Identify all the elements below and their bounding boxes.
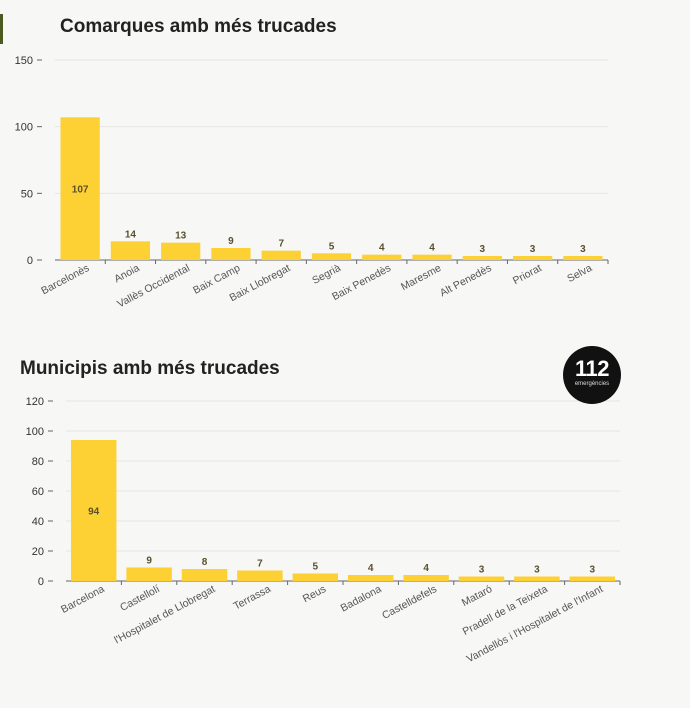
bar [237,570,283,581]
data-label: 7 [257,559,263,570]
y-tick-label: 80 [32,456,44,468]
bar [512,256,553,260]
bar [70,440,117,581]
bar [403,575,449,581]
data-label: 9 [228,236,234,247]
y-tick-label: 50 [21,188,33,200]
y-tick-label: 40 [32,516,44,528]
category-label: l'Hospitalet de Llobregat [112,583,217,646]
bar [569,576,616,581]
bar [181,569,228,581]
bar [292,573,339,581]
left-accent-bar [0,14,3,44]
bar [458,576,505,581]
data-label: 3 [480,244,486,255]
bar [311,253,352,260]
category-label: Reus [301,583,328,605]
category-label: Castellolí [118,583,162,614]
chart-title-comarques: Comarques amb més trucades [60,16,337,37]
y-tick-label: 0 [27,255,33,267]
category-label: Terrassa [231,583,272,613]
category-label: Barcelona [59,583,107,616]
y-tick-label: 100 [26,426,44,438]
bar [563,256,603,260]
bar [261,250,301,260]
data-label: 5 [313,562,319,573]
emergency-112-logo: 112 emergències [563,346,621,404]
bar [362,254,402,260]
y-tick-label: 120 [26,396,44,408]
bar [60,117,100,260]
data-label: 8 [202,557,208,568]
y-tick-label: 100 [15,122,33,134]
bar [514,576,560,581]
data-label: 4 [423,563,429,574]
data-label: 94 [88,507,100,518]
data-label: 107 [72,185,89,196]
data-label: 3 [580,244,586,255]
category-label: Castelldefels [380,583,439,622]
logo-number: 112 [575,356,610,381]
bar [126,567,172,581]
y-tick-label: 0 [38,576,44,588]
data-label: 3 [590,565,596,576]
data-label: 14 [125,229,137,240]
bar [211,248,251,260]
category-label: Badalona [339,583,384,615]
data-label: 7 [278,239,284,250]
data-label: 3 [530,244,536,255]
y-tick-label: 20 [32,546,44,558]
data-label: 9 [146,556,152,567]
data-label: 13 [175,231,187,242]
bar [462,256,502,260]
data-label: 5 [329,241,335,252]
chart-title-municipis: Municipis amb més trucades [20,358,280,379]
bar [412,254,452,260]
data-label: 4 [379,243,385,254]
bar [110,241,151,260]
bar [347,575,394,581]
data-label: 3 [479,565,485,576]
y-tick-label: 60 [32,486,44,498]
data-label: 4 [368,563,374,574]
y-tick-label: 150 [15,55,33,67]
category-label: Mataró [460,583,495,609]
logo-subtitle: emergències [574,381,610,387]
bar [161,242,201,260]
data-label: 3 [534,565,540,576]
data-label: 4 [429,243,435,254]
